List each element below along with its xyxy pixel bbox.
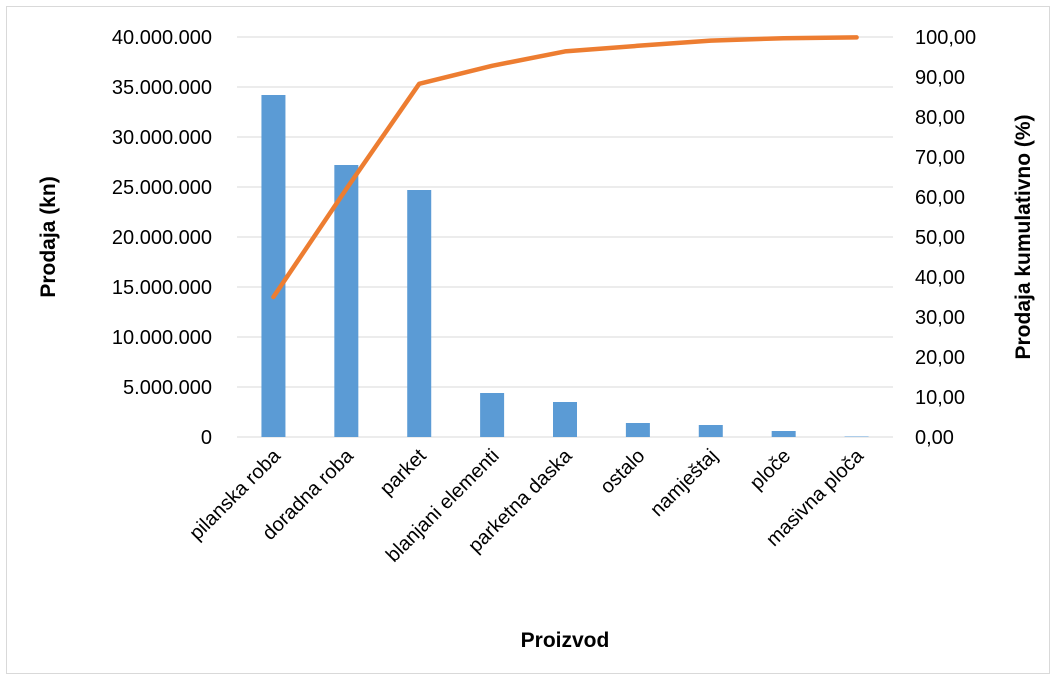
x-tick-label: ostalo [596, 445, 649, 498]
y2-tick-label: 40,00 [915, 267, 965, 289]
y-tick-label: 25.000.000 [112, 177, 212, 199]
bar [771, 431, 796, 437]
y2-tick-label: 70,00 [915, 147, 965, 169]
bar [334, 165, 359, 437]
bar [844, 436, 869, 437]
y2-tick-label: 90,00 [915, 67, 965, 89]
bar [407, 190, 432, 437]
bar [698, 425, 723, 437]
y2-axis-title: Prodaja kumulativno (%) [1012, 114, 1035, 359]
y-tick-label: 0 [201, 427, 212, 449]
y2-tick-label: 10,00 [915, 387, 965, 409]
x-tick-label: ploče [746, 445, 795, 494]
bar-series [261, 95, 869, 437]
y2-tick-label: 50,00 [915, 227, 965, 249]
bar [480, 393, 505, 437]
x-tick-label: namještaj [646, 445, 722, 521]
bar [625, 423, 650, 437]
chart-frame [6, 6, 1050, 674]
y2-tick-label: 60,00 [915, 187, 965, 209]
left-axis-ticks: 0 5.000.000 10.000.000 15.000.000 20.000.000… [112, 27, 212, 449]
y-tick-label: 5.000.000 [123, 377, 212, 399]
y2-tick-label: 30,00 [915, 307, 965, 329]
y2-tick-label: 100,00 [915, 27, 976, 49]
y-axis-title: Prodaja (kn) [37, 176, 60, 297]
y-tick-label: 15.000.000 [112, 277, 212, 299]
right-axis-ticks: 0,00 10,00 20,00 30,00 40,00 50,00 60,00 70,00 8… [915, 27, 976, 449]
y-tick-label: 10.000.000 [112, 327, 212, 349]
y2-tick-label: 0,00 [915, 427, 954, 449]
y-tick-label: 30.000.000 [112, 127, 212, 149]
bar [553, 402, 577, 437]
y-tick-label: 35.000.000 [112, 77, 212, 99]
y2-tick-label: 20,00 [915, 347, 965, 369]
y-tick-label: 40.000.000 [112, 27, 212, 49]
cumulative-line-series [271, 35, 859, 300]
x-tick-label: parket [376, 445, 431, 500]
cumulative-line [271, 35, 859, 300]
bar [261, 95, 286, 437]
y2-tick-label: 80,00 [915, 107, 965, 129]
x-axis-title: Proizvod [521, 629, 610, 652]
y-tick-label: 20.000.000 [112, 227, 212, 249]
